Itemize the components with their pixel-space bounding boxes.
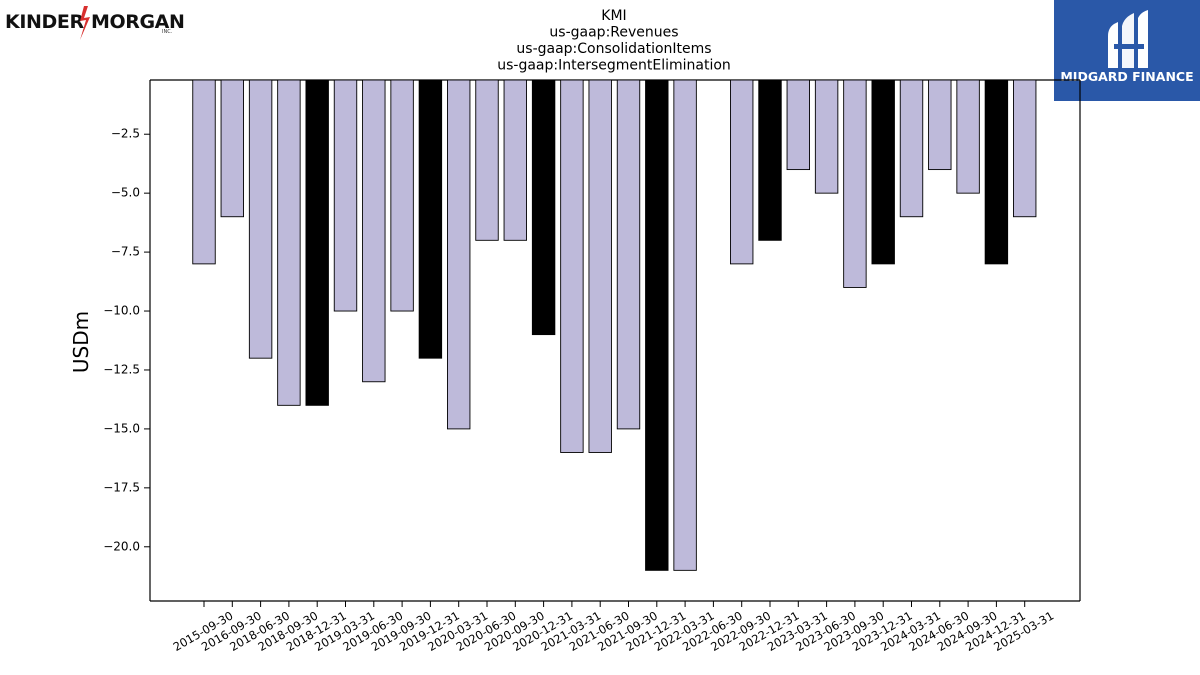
lightning-bolt-icon	[80, 6, 90, 40]
bar-2022-09-30	[730, 79, 754, 265]
bar-2020-09-30	[503, 79, 527, 241]
bar-2023-06-30	[814, 79, 839, 194]
bar-2023-12-31	[871, 79, 895, 265]
y-tick-label: −15.0	[103, 421, 140, 435]
bar-2016-09-30	[220, 79, 245, 218]
bar-2020-12-31	[531, 79, 556, 336]
logo-text-inc: INC.	[162, 29, 173, 35]
y-tick-label: −12.5	[103, 362, 140, 376]
bar-2018-06-30	[248, 79, 273, 359]
bar-2020-06-30	[475, 79, 499, 241]
bar-2024-12-31	[984, 79, 1009, 265]
chart-title: KMIus-gaap:Revenuesus-gaap:Consolidation…	[497, 8, 731, 74]
y-tick-label: −7.5	[111, 245, 140, 259]
kinder-morgan-logo: KINDER MORGAN INC.	[5, 6, 185, 40]
bar-2024-03-31	[899, 79, 924, 218]
bar-2021-12-31	[645, 79, 669, 571]
bar-2022-03-31	[673, 79, 697, 571]
bar-2023-09-30	[843, 79, 867, 288]
title-line-3: us-gaap:IntersegmentElimination	[497, 58, 731, 74]
midgard-finance-logo: MIDGARD FINANCE	[1054, 0, 1200, 101]
logo-text-kinder: KINDER	[5, 11, 84, 33]
bar-2019-09-30	[390, 79, 414, 312]
bar-2021-03-31	[560, 79, 584, 453]
bar-2015-09-30	[192, 79, 216, 265]
bar-2022-12-31	[758, 79, 782, 241]
bar-2021-06-30	[588, 79, 612, 453]
bar-series	[192, 79, 1037, 571]
bar-2018-12-31	[305, 79, 329, 406]
axes-frame	[149, 79, 1081, 602]
bar-2019-03-31	[333, 79, 358, 312]
bar-2024-09-30	[956, 79, 980, 194]
y-tick-label: −17.5	[103, 480, 140, 494]
bar-2020-03-31	[447, 79, 471, 430]
logo-text-midgard: MIDGARD FINANCE	[1060, 69, 1193, 84]
title-line-1: us-gaap:Revenues	[549, 25, 678, 41]
midgard-m-icon	[1108, 10, 1148, 68]
title-line-2: us-gaap:ConsolidationItems	[516, 41, 711, 57]
y-axis-ticks: −2.5 −5.0 −7.5 −10.0 −12.5 −15.0 −17.5 −20.0	[103, 127, 150, 553]
bar-2019-12-31	[418, 79, 443, 359]
bar-2023-03-31	[786, 79, 810, 171]
y-axis-label: USDm	[69, 311, 93, 373]
bar-2025-03-31	[1013, 79, 1037, 218]
bar-2024-06-30	[928, 79, 952, 171]
y-tick-label: −2.5	[111, 127, 140, 141]
y-tick-label: −20.0	[103, 539, 140, 553]
bar-2019-06-30	[362, 79, 386, 383]
y-tick-label: −5.0	[111, 186, 140, 200]
title-line-0: KMI	[601, 8, 626, 24]
bar-2018-09-30	[277, 79, 301, 406]
bar-2021-09-30	[616, 79, 641, 430]
logo-text-morgan: MORGAN	[91, 11, 185, 33]
x-axis-ticks: 2015-09-302016-09-302018-06-302018-09-30…	[171, 601, 1056, 654]
y-tick-label: −10.0	[103, 304, 140, 318]
